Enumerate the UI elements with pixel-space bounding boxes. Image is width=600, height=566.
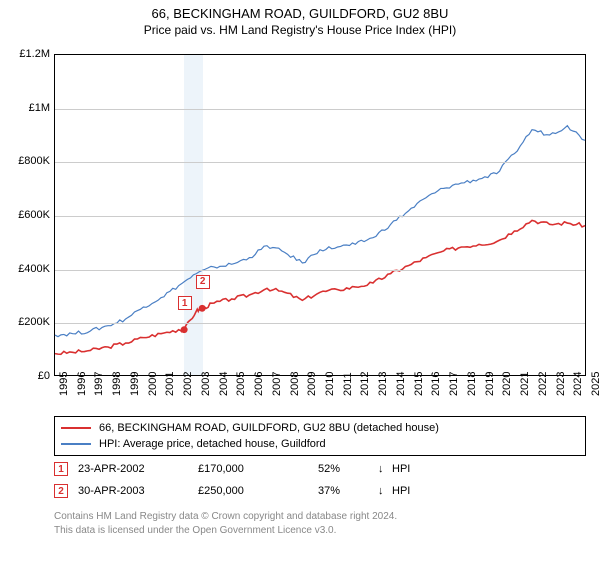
y-tick-label: £200K: [18, 316, 50, 328]
transaction-relative: HPI: [392, 485, 432, 497]
x-tick-label: 1999: [129, 372, 141, 396]
chart-svg: [55, 55, 585, 375]
transaction-marker: 2: [54, 484, 68, 498]
legend-swatch: [61, 427, 91, 429]
legend-item: HPI: Average price, detached house, Guil…: [61, 436, 579, 452]
x-tick-label: 2004: [218, 372, 230, 396]
series-hpi: [55, 126, 585, 337]
gridline: [55, 270, 585, 271]
legend-swatch: [61, 443, 91, 445]
transaction-row: 1 23-APR-2002£170,00052%↓HPI: [54, 458, 432, 480]
series-price_paid: [55, 220, 585, 354]
x-tick-label: 2003: [200, 372, 212, 396]
x-tick-label: 2022: [537, 372, 549, 396]
x-tick-label: 2021: [519, 372, 531, 396]
x-tick-label: 2006: [253, 372, 265, 396]
x-tick-label: 2008: [289, 372, 301, 396]
x-tick-label: 2023: [555, 372, 567, 396]
x-tick-label: 2025: [590, 372, 600, 396]
x-tick-label: 2010: [324, 372, 336, 396]
transaction-date: 23-APR-2002: [78, 463, 198, 475]
chart-plot-area: 12: [54, 54, 586, 376]
transaction-row: 2 30-APR-2003£250,00037%↓HPI: [54, 480, 432, 502]
y-tick-label: £600K: [18, 209, 50, 221]
transaction-point: [181, 326, 188, 333]
legend-item: 66, BECKINGHAM ROAD, GUILDFORD, GU2 8BU …: [61, 420, 579, 436]
chart-title: 66, BECKINGHAM ROAD, GUILDFORD, GU2 8BU: [0, 6, 600, 21]
down-arrow-icon: ↓: [378, 463, 392, 475]
transaction-marker-1: 1: [178, 296, 192, 310]
gridline: [55, 323, 585, 324]
footer-line-1: Contains HM Land Registry data © Crown c…: [54, 510, 397, 524]
x-tick-label: 1996: [76, 372, 88, 396]
y-tick-label: £1M: [29, 102, 50, 114]
x-tick-label: 2019: [484, 372, 496, 396]
x-tick-label: 2001: [164, 372, 176, 396]
x-tick-label: 2015: [413, 372, 425, 396]
x-tick-label: 2002: [182, 372, 194, 396]
transactions-table: 1 23-APR-2002£170,00052%↓HPI 2 30-APR-2003£…: [54, 458, 432, 502]
x-tick-label: 1995: [58, 372, 70, 396]
x-tick-label: 1997: [93, 372, 105, 396]
legend: 66, BECKINGHAM ROAD, GUILDFORD, GU2 8BU …: [54, 416, 586, 456]
footer-line-2: This data is licensed under the Open Gov…: [54, 524, 397, 538]
legend-label: 66, BECKINGHAM ROAD, GUILDFORD, GU2 8BU …: [99, 422, 439, 434]
x-tick-label: 2014: [395, 372, 407, 396]
x-tick-label: 2011: [342, 372, 354, 396]
x-tick-label: 2007: [271, 372, 283, 396]
transaction-relative: HPI: [392, 463, 432, 475]
transaction-marker: 1: [54, 462, 68, 476]
gridline: [55, 162, 585, 163]
chart-subtitle: Price paid vs. HM Land Registry's House …: [0, 23, 600, 37]
x-tick-label: 2018: [466, 372, 478, 396]
x-tick-label: 2013: [377, 372, 389, 396]
x-tick-label: 2020: [501, 372, 513, 396]
transaction-marker-2: 2: [196, 275, 210, 289]
y-tick-label: £1.2M: [19, 48, 50, 60]
y-tick-label: £800K: [18, 155, 50, 167]
down-arrow-icon: ↓: [378, 485, 392, 497]
gridline: [55, 109, 585, 110]
transaction-price: £250,000: [198, 485, 318, 497]
x-tick-label: 2017: [448, 372, 460, 396]
x-tick-label: 2016: [430, 372, 442, 396]
y-tick-label: £0: [38, 370, 50, 382]
legend-label: HPI: Average price, detached house, Guil…: [99, 438, 326, 450]
x-tick-label: 2005: [235, 372, 247, 396]
x-tick-label: 2012: [359, 372, 371, 396]
x-tick-label: 1998: [111, 372, 123, 396]
transaction-price: £170,000: [198, 463, 318, 475]
transaction-point: [199, 305, 206, 312]
x-tick-label: 2009: [306, 372, 318, 396]
gridline: [55, 216, 585, 217]
transaction-pct: 37%: [318, 485, 378, 497]
footer-attribution: Contains HM Land Registry data © Crown c…: [54, 510, 397, 537]
y-tick-label: £400K: [18, 263, 50, 275]
transaction-pct: 52%: [318, 463, 378, 475]
transaction-date: 30-APR-2003: [78, 485, 198, 497]
x-tick-label: 2000: [147, 372, 159, 396]
x-tick-label: 2024: [572, 372, 584, 396]
